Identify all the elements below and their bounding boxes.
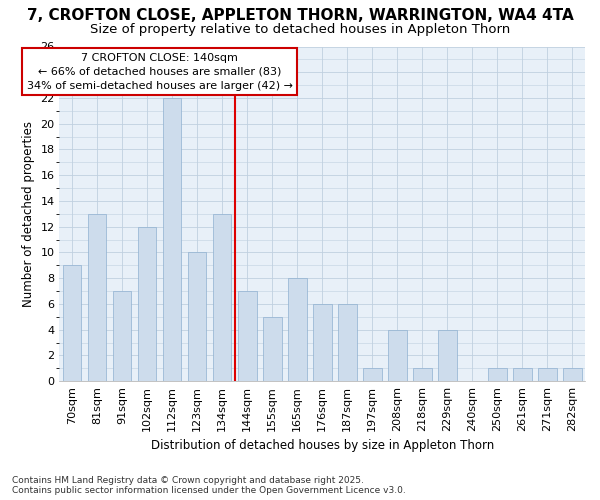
Bar	[563, 368, 582, 381]
Bar	[513, 368, 532, 381]
Bar	[263, 317, 281, 381]
Bar	[188, 252, 206, 381]
Bar	[538, 368, 557, 381]
Bar	[413, 368, 432, 381]
Text: Size of property relative to detached houses in Appleton Thorn: Size of property relative to detached ho…	[90, 22, 510, 36]
Bar	[338, 304, 356, 381]
Bar	[163, 98, 181, 381]
Bar	[137, 226, 157, 381]
Bar	[62, 266, 82, 381]
Bar	[288, 278, 307, 381]
Bar	[238, 291, 257, 381]
Text: Contains HM Land Registry data © Crown copyright and database right 2025.
Contai: Contains HM Land Registry data © Crown c…	[12, 476, 406, 495]
X-axis label: Distribution of detached houses by size in Appleton Thorn: Distribution of detached houses by size …	[151, 440, 494, 452]
Bar	[213, 214, 232, 381]
Bar	[388, 330, 407, 381]
Bar	[438, 330, 457, 381]
Text: 7 CROFTON CLOSE: 140sqm
← 66% of detached houses are smaller (83)
34% of semi-de: 7 CROFTON CLOSE: 140sqm ← 66% of detache…	[26, 53, 293, 91]
Bar	[113, 291, 131, 381]
Bar	[88, 214, 106, 381]
Bar	[488, 368, 507, 381]
Text: 7, CROFTON CLOSE, APPLETON THORN, WARRINGTON, WA4 4TA: 7, CROFTON CLOSE, APPLETON THORN, WARRIN…	[26, 8, 574, 22]
Bar	[363, 368, 382, 381]
Y-axis label: Number of detached properties: Number of detached properties	[22, 121, 35, 307]
Bar	[313, 304, 332, 381]
